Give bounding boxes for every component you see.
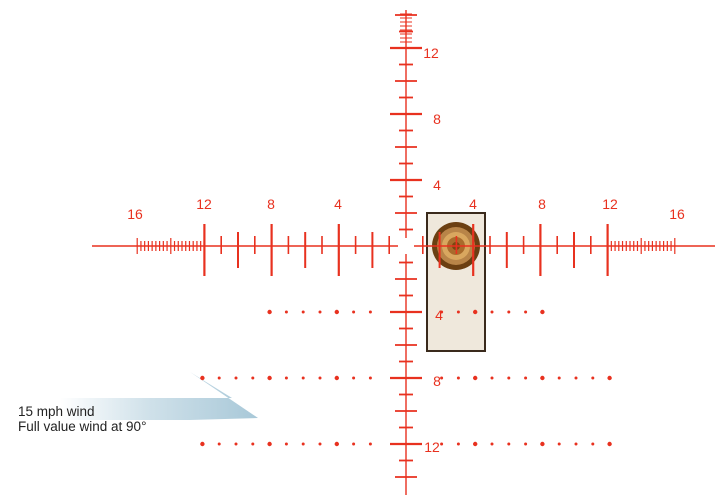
dot-row-8-right-11	[591, 376, 595, 380]
dot-row-8-right-6	[507, 376, 511, 380]
dot-row-4-right-7	[524, 310, 528, 314]
dot-row-8-left-4	[334, 375, 339, 381]
dot-row-12-left-4	[334, 441, 339, 447]
wind-value-label: Full value wind at 90°	[18, 419, 147, 434]
h-label-right-8: 8	[538, 196, 546, 212]
v-label-down-4: 4	[435, 307, 443, 323]
dot-row-12-right-12	[607, 441, 612, 447]
dot-row-12-right-7	[524, 442, 528, 446]
dot-row-8-right-12	[607, 375, 612, 381]
h-label-right-4: 4	[469, 196, 477, 212]
wind-speed-label: 15 mph wind	[18, 404, 95, 419]
dot-row-12-left-5	[318, 442, 322, 446]
dot-row-4-right-6	[507, 310, 511, 314]
dot-row-8-left-12	[200, 375, 205, 381]
dot-row-12-right-11	[591, 442, 595, 446]
dot-row-4-left-6	[301, 310, 305, 314]
dot-row-12-left-2	[368, 442, 372, 446]
dot-row-12-left-9	[251, 442, 255, 446]
dot-row-8-left-7	[284, 376, 288, 380]
dot-row-12-right-9	[557, 442, 561, 446]
dot-row-12-right-2	[440, 442, 444, 446]
dot-row-4-left-8	[267, 309, 272, 315]
dot-row-12-left-8	[267, 441, 272, 447]
dot-row-4-right-3	[456, 310, 460, 314]
dot-row-12-left-7	[284, 442, 288, 446]
dot-row-8-left-2	[368, 376, 372, 380]
dot-row-4-right-5	[490, 310, 494, 314]
dot-row-12-right-8	[540, 441, 545, 447]
dot-row-12-left-3	[352, 442, 356, 446]
h-label-left-16: 16	[127, 206, 143, 222]
dot-row-8-left-5	[318, 376, 322, 380]
dot-row-4-left-5	[318, 310, 322, 314]
dot-row-4-right-4	[473, 309, 478, 315]
v-label-up-4: 4	[433, 177, 441, 193]
dot-row-8-right-4	[473, 375, 478, 381]
dot-row-12-right-10	[574, 442, 578, 446]
dot-row-4-left-4	[334, 309, 339, 315]
dot-row-12-right-3	[456, 442, 460, 446]
dot-row-4-left-7	[284, 310, 288, 314]
dot-row-8-left-11	[217, 376, 221, 380]
dot-row-8-right-5	[490, 376, 494, 380]
h-label-right-12: 12	[602, 196, 618, 212]
dot-row-8-left-9	[251, 376, 255, 380]
reticle	[92, 10, 715, 495]
dot-row-12-right-5	[490, 442, 494, 446]
dot-row-12-right-6	[507, 442, 511, 446]
dot-row-8-left-6	[301, 376, 305, 380]
dot-row-8-right-7	[524, 376, 528, 380]
h-label-left-4: 4	[334, 196, 342, 212]
h-label-left-8: 8	[267, 196, 275, 212]
v-label-up-12: 12	[423, 45, 439, 61]
dot-row-8-left-3	[352, 376, 356, 380]
dot-row-8-right-2	[440, 376, 444, 380]
dot-row-8-right-9	[557, 376, 561, 380]
dot-row-12-right-4	[473, 441, 478, 447]
v-label-down-8: 8	[433, 373, 441, 389]
target	[426, 212, 486, 352]
h-label-right-16: 16	[669, 206, 685, 222]
dot-row-4-right-2	[440, 310, 444, 314]
dot-row-12-left-10	[234, 442, 238, 446]
dot-row-4-right-8	[540, 309, 545, 315]
dot-row-12-left-12	[200, 441, 205, 447]
dot-row-8-left-8	[267, 375, 272, 381]
dot-row-8-left-10	[234, 376, 238, 380]
dot-row-4-left-3	[352, 310, 356, 314]
v-label-up-8: 8	[433, 111, 441, 127]
v-label-down-12: 12	[424, 439, 440, 455]
dot-row-8-right-3	[456, 376, 460, 380]
dot-row-12-left-6	[301, 442, 305, 446]
dot-row-8-right-10	[574, 376, 578, 380]
wind-arrow	[60, 372, 258, 420]
dot-row-12-left-11	[217, 442, 221, 446]
h-label-left-12: 12	[196, 196, 212, 212]
dot-row-8-right-8	[540, 375, 545, 381]
dot-row-4-left-2	[368, 310, 372, 314]
